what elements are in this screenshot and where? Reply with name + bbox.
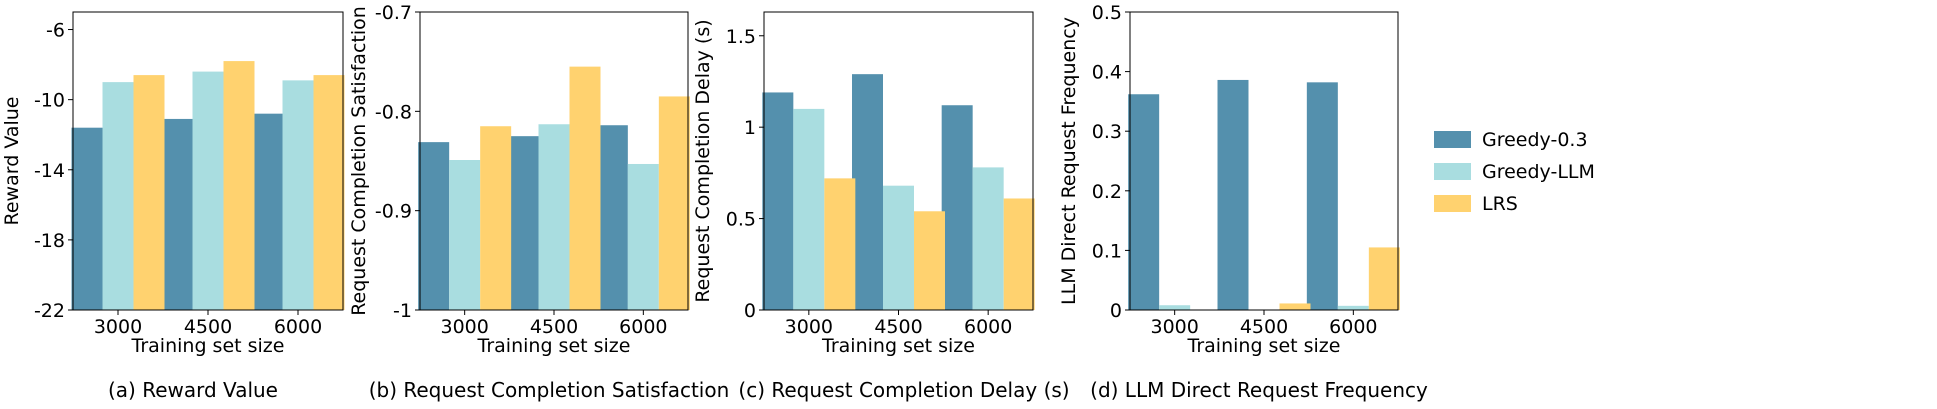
bar-lrs-3000 [480,126,512,310]
y-axis-label: LLM Direct Request Frequency [1058,17,1080,305]
bar-greedy-0-3-4500 [1217,79,1249,310]
x-tick-label: 3000 [785,316,833,338]
bar-lrs-6000 [1368,247,1400,310]
bar-greedy-0-3-6000 [1306,82,1338,310]
y-tick-label: -1 [393,300,412,322]
x-tick-label: 4500 [1240,316,1288,338]
y-tick-label: -0.9 [375,201,412,223]
y-tick-label: 0.5 [726,209,756,231]
x-tick-label: 4500 [530,316,578,338]
y-tick-label: -0.8 [375,101,412,123]
bar-greedy-0-3-6000 [596,125,628,311]
y-tick-label: 0 [1110,300,1122,322]
bar-greedy-llm-3000 [102,82,134,310]
bar-greedy-llm-6000 [282,80,314,310]
bar-lrs-3000 [133,75,165,310]
x-axis-label: Training set size [1187,335,1341,357]
y-tick-label: -18 [34,230,65,252]
bar-greedy-llm-4500 [192,71,224,310]
y-tick-label: -0.7 [375,2,412,24]
plot-frame [1129,11,1399,311]
bar-lrs-4500 [569,66,601,310]
x-tick-label: 3000 [1150,316,1198,338]
legend-swatch-lrs [1434,195,1471,212]
panel-caption: (b) Request Completion Satisfaction [369,378,730,402]
y-tick-label: -14 [34,160,65,182]
bar-lrs-4500 [914,211,945,310]
y-tick-label: 0.4 [1092,62,1122,84]
bar-greedy-llm-6000 [627,163,659,310]
bar-lrs-6000 [1003,198,1035,310]
legend-swatch-greedy-llm [1434,163,1471,180]
x-tick-label: 4500 [184,316,232,338]
bar-greedy-0-3-3000 [71,127,103,310]
bar-greedy-llm-3000 [793,108,825,310]
panel-caption: (c) Request Completion Delay (s) [738,378,1069,402]
y-tick-label: -6 [46,20,65,42]
y-axis-label: Request Completion Delay (s) [692,19,714,302]
y-tick-label: 0.5 [1092,2,1122,24]
legend-label: LRS [1482,193,1518,215]
x-axis-label: Training set size [821,335,975,357]
x-tick-label: 4500 [874,316,922,338]
y-tick-label: 1 [744,117,756,139]
x-axis-label: Training set size [131,335,285,357]
bar-lrs-4500 [1279,303,1311,310]
x-tick-label: 3000 [440,316,488,338]
bar-greedy-0-3-4500 [852,74,883,310]
bar-greedy-0-3-6000 [251,113,283,310]
y-tick-label: -22 [34,300,65,322]
bar-greedy-0-3-6000 [941,105,973,311]
bar-greedy-llm-4500 [538,124,570,310]
bar-greedy-0-3-3000 [762,92,794,311]
y-tick-label: 0.1 [1092,240,1122,262]
y-tick-label: 1.5 [726,26,756,48]
x-tick-label: 6000 [619,316,667,338]
x-tick-label: 6000 [964,316,1012,338]
bar-greedy-llm-6000 [972,167,1004,310]
bar-greedy-0-3-3000 [1128,94,1160,310]
x-tick-label: 6000 [1329,316,1377,338]
x-tick-label: 3000 [94,316,142,338]
bar-greedy-0-3-4500 [161,118,193,310]
legend: Greedy-0.3 Greedy-LLM LRS [1434,129,1595,215]
bar-greedy-0-3-4500 [507,136,539,310]
bar-greedy-llm-6000 [1337,305,1369,310]
bar-lrs-6000 [658,96,690,310]
legend-swatch-greedy-0-3 [1434,131,1471,148]
y-axis-label: Request Completion Satisfaction [348,6,370,316]
y-tick-label: 0.2 [1092,181,1122,203]
y-tick-label: 0 [744,300,756,322]
x-axis-label: Training set size [477,335,631,357]
y-tick-label: -10 [34,90,65,112]
bar-lrs-4500 [223,61,255,310]
bar-greedy-llm-3000 [1159,305,1191,310]
x-tick-label: 6000 [274,316,322,338]
panel-caption: (a) Reward Value [108,378,278,402]
legend-label: Greedy-0.3 [1482,129,1588,151]
bar-greedy-llm-3000 [449,160,481,310]
legend-label: Greedy-LLM [1482,161,1595,183]
panel-caption: (d) LLM Direct Request Frequency [1090,378,1428,402]
bar-lrs-6000 [313,75,345,310]
bar-lrs-3000 [824,178,856,310]
y-tick-label: 0.3 [1092,121,1122,143]
bar-greedy-0-3-3000 [418,142,450,310]
bar-greedy-llm-4500 [883,185,914,310]
y-axis-label: Reward Value [1,97,23,226]
